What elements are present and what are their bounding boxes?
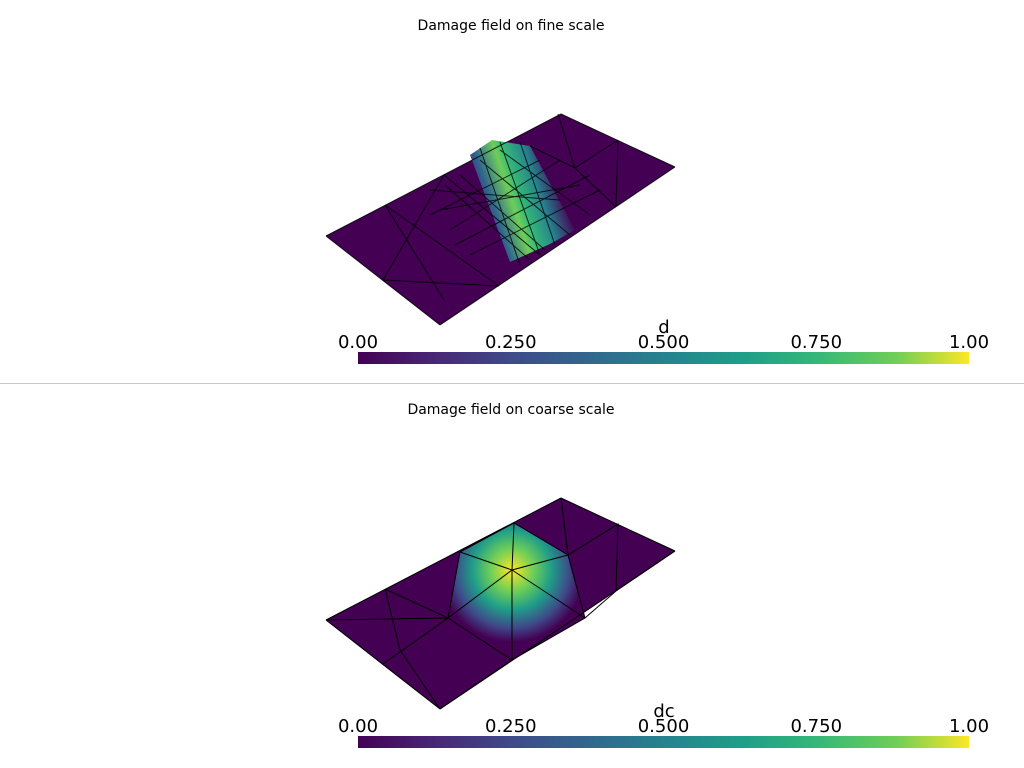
colorbar-label: dc [653, 701, 674, 722]
colorbar-tick-label: 1.00 [949, 716, 989, 737]
panel-title: Damage field on coarse scale [407, 402, 614, 418]
colorbar-tick-label: 0.500 [638, 716, 690, 737]
colorbar-tick-label: 0.00 [338, 332, 378, 353]
colorbar-label: d [658, 317, 669, 338]
colorbar [358, 352, 969, 364]
panel-title: Damage field on fine scale [418, 18, 605, 34]
colorbar-tick-label: 0.00 [338, 716, 378, 737]
coarse-mesh [325, 497, 676, 710]
colorbar-tick-label: 0.500 [638, 332, 690, 353]
colorbar-tick-label: 0.250 [485, 332, 537, 353]
colorbar-tick-label: 1.00 [949, 332, 989, 353]
colorbar-tick-label: 0.250 [485, 716, 537, 737]
fine-mesh [325, 113, 676, 326]
colorbar [358, 736, 969, 748]
colorbar-tick-label: 0.750 [790, 332, 842, 353]
colorbar-tick-label: 0.750 [790, 716, 842, 737]
